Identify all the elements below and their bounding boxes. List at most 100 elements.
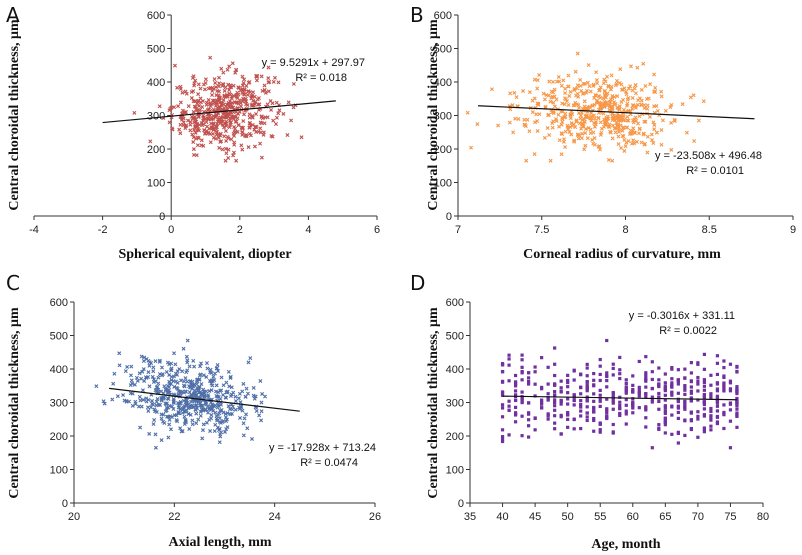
data-point (605, 374, 609, 379)
data-point (242, 112, 247, 117)
data-point (608, 129, 613, 134)
data-point (500, 415, 505, 419)
data-point (500, 437, 505, 441)
data-point (276, 111, 281, 116)
data-point (631, 387, 635, 392)
data-point (657, 378, 661, 382)
data-point (228, 92, 233, 97)
y-axis-label: Central choroidal thickness, μm (426, 19, 441, 211)
data-point (613, 118, 618, 123)
data-point (572, 103, 577, 108)
data-point (672, 117, 677, 122)
data-point (230, 61, 235, 66)
data-point (258, 141, 263, 146)
data-point (637, 385, 641, 390)
data-point (234, 92, 239, 97)
data-point (563, 86, 568, 91)
scatter-points (465, 51, 706, 163)
data-point (200, 403, 205, 408)
data-point (185, 360, 190, 365)
y-tick-label: 0 (458, 498, 464, 510)
data-point (185, 338, 190, 343)
data-point (578, 77, 583, 82)
data-point (195, 135, 200, 140)
data-point (520, 358, 524, 362)
data-point (215, 119, 220, 124)
data-point (223, 146, 228, 151)
data-point (203, 77, 208, 82)
data-point (178, 399, 183, 404)
data-point (663, 416, 667, 420)
data-point (611, 373, 615, 377)
data-point (513, 116, 518, 121)
data-point (722, 374, 726, 378)
data-point (644, 416, 648, 420)
data-point (611, 407, 615, 411)
data-point (632, 86, 637, 91)
data-point (709, 373, 713, 377)
data-point (157, 372, 162, 377)
data-point (663, 420, 667, 425)
y-tick-label: 500 (50, 331, 68, 343)
data-point (689, 379, 693, 383)
data-point (624, 378, 628, 382)
data-point (626, 86, 631, 91)
data-point (701, 99, 706, 104)
data-point (152, 418, 157, 423)
data-point (184, 370, 189, 375)
data-point (676, 410, 680, 415)
data-point (553, 414, 557, 418)
data-point (177, 389, 182, 394)
data-point (560, 119, 565, 124)
data-point (642, 142, 647, 147)
data-point (139, 376, 144, 381)
data-point (613, 83, 618, 88)
data-point (696, 389, 700, 393)
data-point (553, 373, 557, 378)
data-point (524, 158, 529, 163)
data-point (633, 115, 638, 120)
data-point (668, 105, 673, 110)
x-tick-label: 50 (562, 511, 574, 523)
data-point (217, 89, 222, 94)
data-point (241, 119, 246, 124)
data-point (164, 405, 169, 410)
data-point (644, 405, 648, 409)
data-point (545, 126, 550, 131)
data-point (598, 393, 602, 397)
data-point (715, 404, 720, 408)
data-point (649, 132, 654, 137)
data-point (546, 113, 551, 118)
data-point (565, 99, 570, 104)
data-point (181, 120, 186, 125)
data-point (722, 412, 726, 416)
data-point (641, 61, 646, 66)
data-point (193, 104, 198, 109)
data-point (669, 120, 674, 125)
data-point (182, 110, 187, 115)
data-point (735, 407, 739, 411)
data-point (572, 138, 577, 143)
data-point (215, 366, 220, 371)
data-point (527, 424, 531, 428)
data-point (611, 422, 615, 427)
data-point (626, 139, 631, 144)
data-point (112, 371, 117, 376)
data-point (216, 135, 221, 140)
data-point (218, 408, 223, 413)
y-tick-label: 600 (446, 297, 464, 309)
data-point (508, 91, 513, 96)
data-point (650, 398, 654, 402)
data-point (125, 364, 130, 369)
data-point (579, 386, 583, 390)
data-point (167, 422, 172, 427)
x-tick-label: 8 (622, 224, 628, 236)
data-point (583, 126, 588, 131)
data-point (210, 383, 215, 388)
data-point (532, 96, 537, 101)
data-point (263, 90, 268, 95)
data-point (188, 379, 193, 384)
data-point (245, 92, 250, 97)
data-point (702, 392, 706, 397)
data-point (241, 421, 246, 426)
